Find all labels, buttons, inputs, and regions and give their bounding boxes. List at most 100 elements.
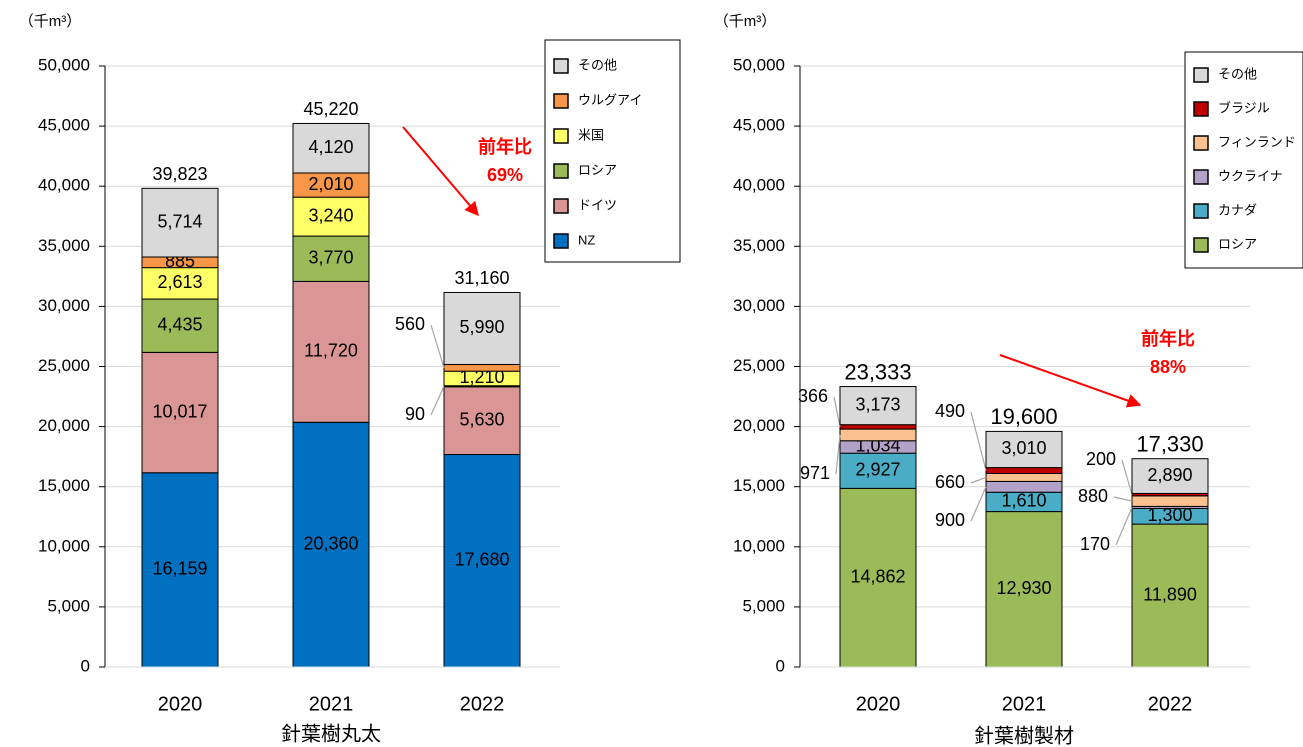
legend-swatch [553,93,569,109]
y-axis-label: （千m³） [714,13,777,30]
total-label: 39,823 [152,164,207,184]
bar-segment [292,235,370,282]
x-axis-title: 針葉樹製材 [974,724,1074,747]
y-axis-label: （千m³） [19,13,82,30]
annotation: 88% [1150,357,1186,377]
bar-segment [839,487,917,668]
bar-segment [141,187,219,258]
data-label: 4,435 [157,314,202,334]
annotation: 前年比 [478,136,532,157]
y-tick-label: 50,000 [733,55,785,74]
leader-line [1113,496,1133,502]
total-label: 31,160 [454,268,509,288]
legend-label: ロシア [578,162,617,177]
bar-segment [985,430,1063,469]
y-tick-label: 10,000 [733,536,785,555]
legend-swatch [1193,203,1209,219]
legend-label: NZ [578,232,595,247]
bar-segment [443,291,521,365]
bar-segment [292,122,370,174]
total-label: 19,600 [990,404,1057,429]
leader-line [430,324,445,368]
y-tick-label: 45,000 [733,116,785,135]
y-tick-label: 5,000 [47,596,90,615]
trend-arrow [999,354,1142,408]
x-tick-label: 2022 [460,693,505,715]
y-tick-label: 50,000 [38,55,90,74]
legend-label: カナダ [1218,202,1257,217]
bar-segment [1131,495,1209,507]
data-label: 11,890 [1143,584,1197,604]
data-label: 490 [935,401,965,421]
data-label: 20,360 [303,533,358,553]
data-label: 971 [800,463,830,483]
leader-line [835,434,841,475]
leader-line [430,386,445,416]
data-label: 5,630 [459,409,504,429]
legend-swatch [553,198,569,214]
leader-line [970,476,987,484]
data-label: 170 [1080,534,1110,554]
data-label: 14,862 [850,566,905,586]
data-label: 10,017 [152,401,207,421]
legend-swatch [553,233,569,249]
leader-line [970,411,987,471]
data-label: 3,173 [855,394,900,414]
leader-line [1115,507,1133,546]
legend-label: 米国 [578,127,604,142]
x-tick-label: 2022 [1148,693,1193,715]
data-label: 2,890 [1147,465,1192,485]
x-tick-label: 2020 [158,693,203,715]
bar-segment [839,452,917,489]
x-tick-label: 2021 [1002,693,1047,715]
annotation: 69% [487,165,523,185]
leader-line [833,396,841,427]
legend-swatch [553,163,569,179]
y-tick-label: 20,000 [38,416,90,435]
data-label: 1,610 [1001,491,1046,511]
bar-segment [141,267,219,300]
legend-label: ウクライナ [1218,168,1283,183]
y-tick-label: 15,000 [733,476,785,495]
bar-segment [292,172,370,198]
bar-segment [1131,523,1209,668]
trend-arrow [402,126,479,217]
y-tick-label: 40,000 [38,176,90,195]
data-label: 2,927 [855,460,900,480]
total-label: 23,333 [844,359,911,384]
bar-segment [141,472,219,668]
data-label: 3,770 [308,247,353,267]
y-tick-label: 5,000 [742,596,785,615]
legend-swatch [1193,135,1209,151]
data-label: 2,613 [157,272,202,292]
y-tick-label: 35,000 [733,236,785,255]
bar-segment [985,472,1063,482]
bar-segment [839,428,917,442]
data-label: 200 [1086,449,1116,469]
data-label: 16,159 [152,559,207,579]
data-label: 4,120 [308,137,353,157]
annotation: 前年比 [1141,328,1195,349]
data-label: 3,240 [308,205,353,225]
y-tick-label: 20,000 [733,416,785,435]
y-tick-label: 30,000 [733,296,785,315]
data-label: 12,930 [996,578,1051,598]
data-label: 900 [935,510,965,530]
leader-line [1121,459,1133,495]
data-label: 2,010 [308,174,353,194]
bar-segment [141,298,219,353]
data-label: 17,680 [454,549,509,569]
y-tick-label: 40,000 [733,176,785,195]
bar-segment [985,467,1063,474]
legend-label: ブラジル [1218,100,1270,115]
bar-segment [839,386,917,426]
legend-box [544,39,681,263]
legend-swatch [1193,237,1209,253]
total-label: 17,330 [1136,432,1203,457]
y-tick-label: 0 [776,656,785,675]
data-label: 11,720 [304,341,358,361]
bar-segment [1131,458,1209,494]
data-label: 1,300 [1147,505,1192,525]
x-tick-label: 2021 [309,693,354,715]
